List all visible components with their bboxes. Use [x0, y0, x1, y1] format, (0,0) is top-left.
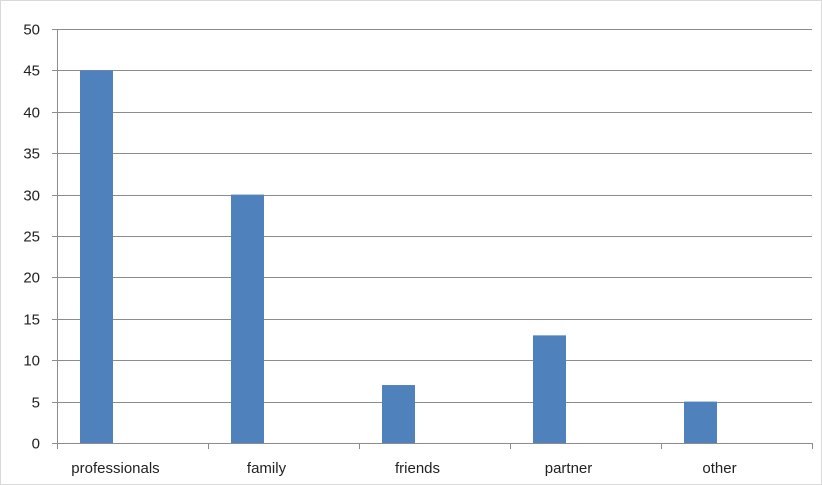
- y-tick-label-5: 5: [32, 395, 40, 412]
- axes: [57, 29, 813, 449]
- x-tick-label-friends: friends: [395, 460, 440, 477]
- y-tick-label-35: 35: [23, 146, 40, 163]
- x-tick-label-partner: partner: [545, 460, 593, 477]
- bar-friends: [382, 385, 415, 443]
- y-tick-label-45: 45: [23, 63, 40, 80]
- bar-family: [231, 194, 264, 443]
- y-tick-label-30: 30: [23, 188, 40, 205]
- x-tick-label-family: family: [247, 460, 287, 477]
- x-tick-label-other: other: [702, 460, 736, 477]
- bar-other: [684, 401, 717, 443]
- bar-professionals: [80, 70, 113, 444]
- x-tick-label-professionals: professionals: [71, 460, 159, 477]
- y-tick-label-10: 10: [23, 353, 40, 370]
- y-tick-label-40: 40: [23, 105, 40, 122]
- bar-partner: [533, 335, 566, 443]
- y-tick-label-0: 0: [32, 436, 40, 453]
- y-tick-label-20: 20: [23, 270, 40, 287]
- x-tick-labels: professionals family friends partner other: [71, 460, 736, 477]
- y-tick-label-15: 15: [23, 312, 40, 329]
- y-tick-labels: 0 5 10 15 20 25 30 35 40 45 50: [23, 22, 57, 453]
- bars: [80, 70, 717, 444]
- y-tick-label-25: 25: [23, 229, 40, 246]
- y-tick-label-50: 50: [23, 22, 40, 39]
